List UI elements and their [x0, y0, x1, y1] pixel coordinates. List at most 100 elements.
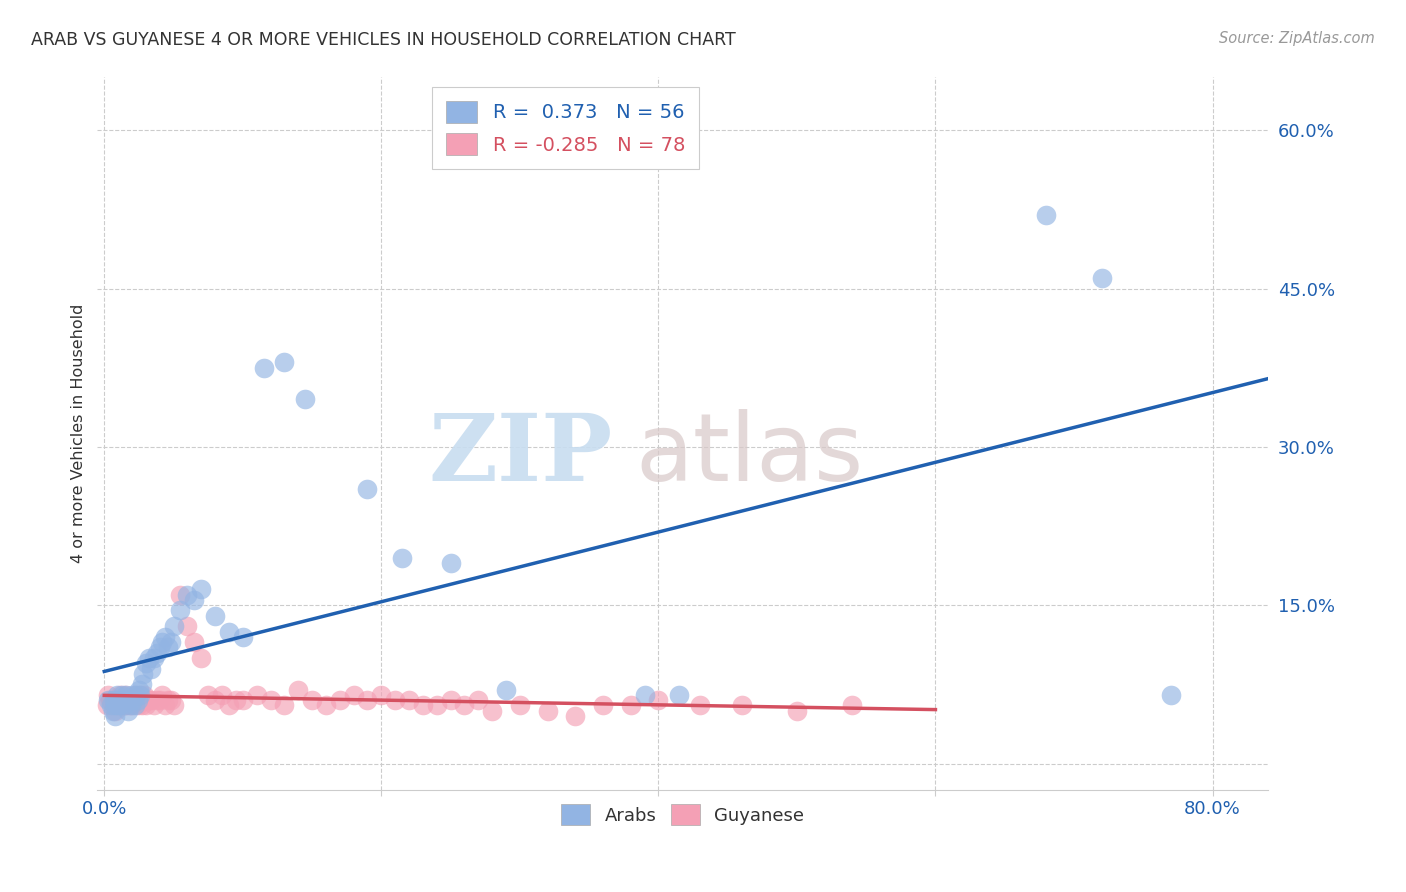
Point	[108, 693, 131, 707]
Point	[146, 646, 169, 660]
Point	[218, 624, 240, 639]
Point	[183, 593, 205, 607]
Point	[112, 698, 135, 713]
Point	[252, 360, 274, 375]
Point	[152, 635, 174, 649]
Point	[689, 698, 711, 713]
Point	[273, 698, 295, 713]
Point	[134, 688, 156, 702]
Point	[129, 688, 152, 702]
Point	[110, 698, 132, 713]
Point	[149, 693, 172, 707]
Point	[128, 682, 150, 697]
Point	[162, 619, 184, 633]
Point	[162, 698, 184, 713]
Point	[564, 709, 586, 723]
Point	[138, 693, 160, 707]
Point	[132, 666, 155, 681]
Point	[122, 693, 145, 707]
Point	[156, 640, 179, 655]
Point	[152, 688, 174, 702]
Point	[118, 698, 141, 713]
Point	[329, 693, 352, 707]
Point	[101, 698, 124, 713]
Point	[246, 688, 269, 702]
Point	[315, 698, 337, 713]
Point	[100, 698, 122, 713]
Point	[218, 698, 240, 713]
Point	[103, 693, 125, 707]
Point	[536, 704, 558, 718]
Point	[112, 693, 135, 707]
Point	[111, 693, 134, 707]
Point	[1091, 271, 1114, 285]
Point	[111, 688, 134, 702]
Point	[204, 608, 226, 623]
Point	[107, 698, 129, 713]
Point	[356, 482, 378, 496]
Point	[169, 603, 191, 617]
Point	[138, 651, 160, 665]
Point	[124, 698, 146, 713]
Point	[232, 693, 254, 707]
Point	[620, 698, 643, 713]
Point	[294, 392, 316, 407]
Point	[301, 693, 323, 707]
Point	[143, 698, 166, 713]
Point	[108, 688, 131, 702]
Point	[1160, 688, 1182, 702]
Point	[105, 688, 128, 702]
Text: Source: ZipAtlas.com: Source: ZipAtlas.com	[1219, 31, 1375, 46]
Point	[786, 704, 808, 718]
Point	[592, 698, 614, 713]
Text: atlas: atlas	[636, 409, 865, 501]
Point	[391, 550, 413, 565]
Point	[730, 698, 752, 713]
Point	[841, 698, 863, 713]
Point	[125, 688, 148, 702]
Point	[128, 693, 150, 707]
Point	[176, 619, 198, 633]
Point	[117, 693, 139, 707]
Point	[273, 355, 295, 369]
Point	[127, 693, 149, 707]
Point	[97, 693, 120, 707]
Point	[439, 556, 461, 570]
Point	[124, 688, 146, 702]
Point	[259, 693, 281, 707]
Point	[370, 688, 392, 702]
Point	[132, 693, 155, 707]
Point	[287, 682, 309, 697]
Point	[141, 693, 163, 707]
Point	[131, 698, 153, 713]
Point	[204, 693, 226, 707]
Point	[135, 698, 157, 713]
Point	[155, 698, 177, 713]
Point	[668, 688, 690, 702]
Point	[149, 640, 172, 655]
Point	[155, 630, 177, 644]
Point	[190, 582, 212, 597]
Point	[453, 698, 475, 713]
Point	[225, 693, 247, 707]
Point	[232, 630, 254, 644]
Point	[647, 693, 669, 707]
Point	[100, 693, 122, 707]
Point	[122, 693, 145, 707]
Point	[356, 693, 378, 707]
Point	[121, 698, 143, 713]
Point	[120, 693, 142, 707]
Point	[156, 693, 179, 707]
Point	[211, 688, 233, 702]
Point	[176, 588, 198, 602]
Text: ARAB VS GUYANESE 4 OR MORE VEHICLES IN HOUSEHOLD CORRELATION CHART: ARAB VS GUYANESE 4 OR MORE VEHICLES IN H…	[31, 31, 735, 49]
Point	[97, 688, 120, 702]
Point	[115, 688, 138, 702]
Point	[467, 693, 489, 707]
Legend: Arabs, Guyanese: Arabs, Guyanese	[553, 796, 813, 834]
Text: ZIP: ZIP	[429, 410, 613, 500]
Point	[426, 698, 449, 713]
Point	[101, 704, 124, 718]
Point	[169, 588, 191, 602]
Point	[439, 693, 461, 707]
